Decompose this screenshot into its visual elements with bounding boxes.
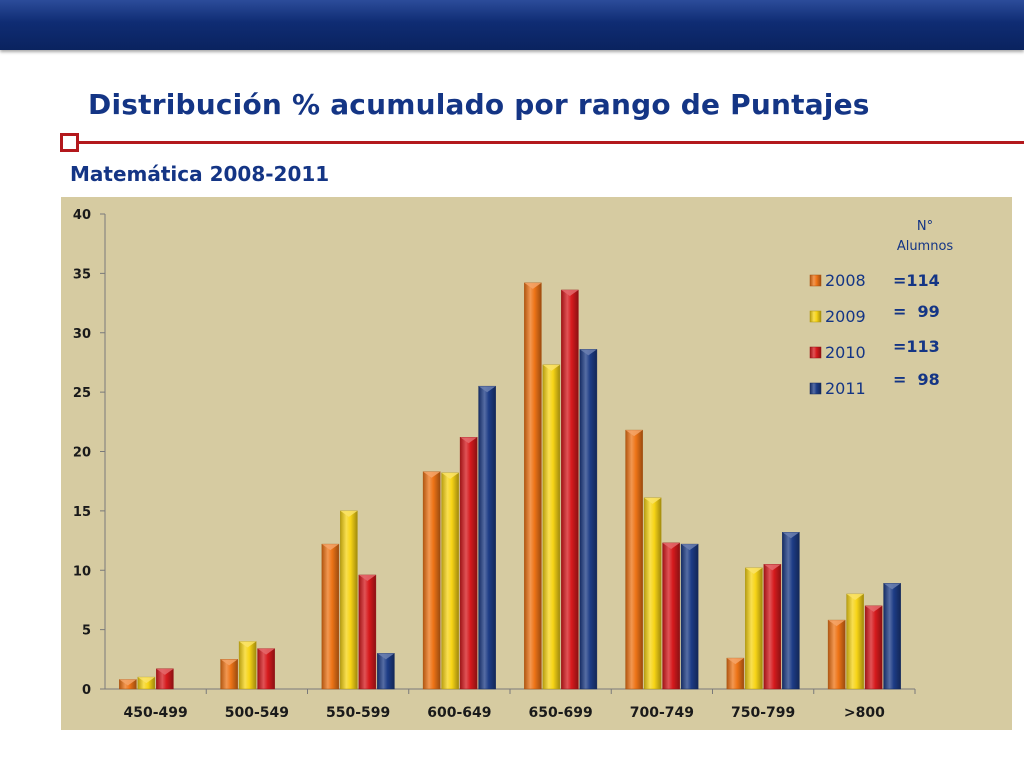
- bar: [257, 648, 275, 690]
- y-tick-label: 30: [73, 327, 91, 342]
- bar-cap: [561, 290, 579, 296]
- bar: [782, 532, 800, 690]
- bar-cap: [883, 583, 901, 590]
- bar-cap: [542, 364, 560, 371]
- bar: [662, 542, 680, 690]
- annotation-value: = 99: [893, 302, 940, 321]
- bar: [422, 471, 441, 690]
- x-category-label: 550-599: [326, 705, 390, 721]
- y-tick-label: 20: [73, 446, 91, 461]
- bar: [579, 349, 598, 690]
- legend-label: 2008: [825, 271, 866, 290]
- slide-title: Distribución % acumulado por rango de Pu…: [88, 88, 870, 121]
- legend-label: 2009: [825, 307, 866, 326]
- bar-cap: [579, 349, 597, 356]
- bar-cap: [524, 282, 542, 289]
- y-tick-label: 5: [82, 624, 91, 639]
- legend-label: 2010: [825, 343, 866, 362]
- y-tick-label: 10: [73, 564, 91, 579]
- x-category-label: >800: [844, 705, 885, 721]
- x-category-label: 500-549: [225, 705, 289, 721]
- annotation-value: =113: [893, 337, 940, 356]
- y-tick-label: 40: [73, 208, 91, 223]
- legend-swatch: [809, 274, 822, 287]
- bar: [542, 364, 561, 690]
- bar-cap: [239, 641, 257, 648]
- bar-cap: [137, 677, 155, 684]
- bar: [524, 282, 542, 690]
- y-tick-label: 25: [73, 386, 91, 401]
- legend-swatch: [809, 346, 822, 359]
- bar-cap: [828, 620, 846, 627]
- bar-cap: [257, 648, 275, 655]
- bar-cap: [644, 497, 662, 504]
- bar: [358, 574, 377, 690]
- header-band: [0, 0, 1024, 50]
- bar-cap: [358, 575, 376, 581]
- legend-swatch: [809, 310, 822, 323]
- bar: [846, 593, 864, 690]
- bar: [827, 619, 846, 690]
- chart-panel: 0 5 10 15 20 25 30 35 40 450-499 500-549 550-599 600…: [61, 197, 1012, 730]
- bar-cap: [423, 471, 441, 478]
- x-category-label: 450-499: [123, 705, 187, 721]
- bar-cap: [625, 430, 643, 437]
- bar-cap: [119, 679, 137, 686]
- bar-cap: [377, 653, 395, 660]
- bar-chart: 0 5 10 15 20 25 30 35 40 450-499 500-549 550-599 600…: [73, 208, 954, 721]
- bar: [478, 385, 496, 690]
- title-square-marker: [60, 133, 79, 152]
- bar: [340, 510, 358, 690]
- annotation-value: =114: [893, 271, 940, 290]
- bar-cap: [865, 605, 883, 612]
- annotation-value: = 98: [893, 370, 940, 389]
- bar-cap: [321, 544, 339, 551]
- bar-cap: [340, 510, 358, 517]
- x-category-label: 750-799: [731, 705, 795, 721]
- bar-cap: [220, 659, 238, 666]
- x-category-label: 700-749: [630, 705, 694, 721]
- bar-cap: [846, 594, 864, 600]
- bar-cap: [763, 564, 781, 571]
- bar: [864, 605, 883, 690]
- bar: [680, 543, 699, 690]
- annotation-header: N°: [917, 219, 933, 234]
- legend-swatch: [809, 382, 822, 395]
- bar-cap: [478, 386, 496, 393]
- x-category-label: 600-649: [427, 705, 491, 721]
- bar: [763, 564, 782, 690]
- bar: [625, 429, 643, 690]
- legend-label: 2011: [825, 379, 866, 398]
- y-tick-label: 15: [73, 505, 91, 520]
- bar-cap: [156, 668, 174, 675]
- y-tick-label: 35: [73, 267, 91, 282]
- bar: [441, 472, 459, 690]
- annotation-header: Alumnos: [897, 239, 954, 254]
- bar: [561, 289, 579, 690]
- bar-cap: [681, 544, 699, 551]
- bar-cap: [726, 658, 744, 665]
- bar: [643, 497, 662, 690]
- bar-cap: [745, 567, 763, 574]
- bar: [459, 437, 478, 690]
- bar: [238, 641, 257, 690]
- y-tick-label: 0: [82, 683, 91, 698]
- slide-subtitle: Matemática 2008-2011: [70, 162, 330, 186]
- bar: [883, 583, 901, 690]
- x-category-label: 650-699: [528, 705, 592, 721]
- bar: [321, 543, 340, 690]
- title-underline: [74, 141, 1024, 144]
- bar-cap: [460, 437, 478, 444]
- bar-cap: [441, 472, 459, 479]
- bar-cap: [782, 532, 800, 539]
- bar: [745, 567, 763, 690]
- bar-cap: [662, 542, 680, 549]
